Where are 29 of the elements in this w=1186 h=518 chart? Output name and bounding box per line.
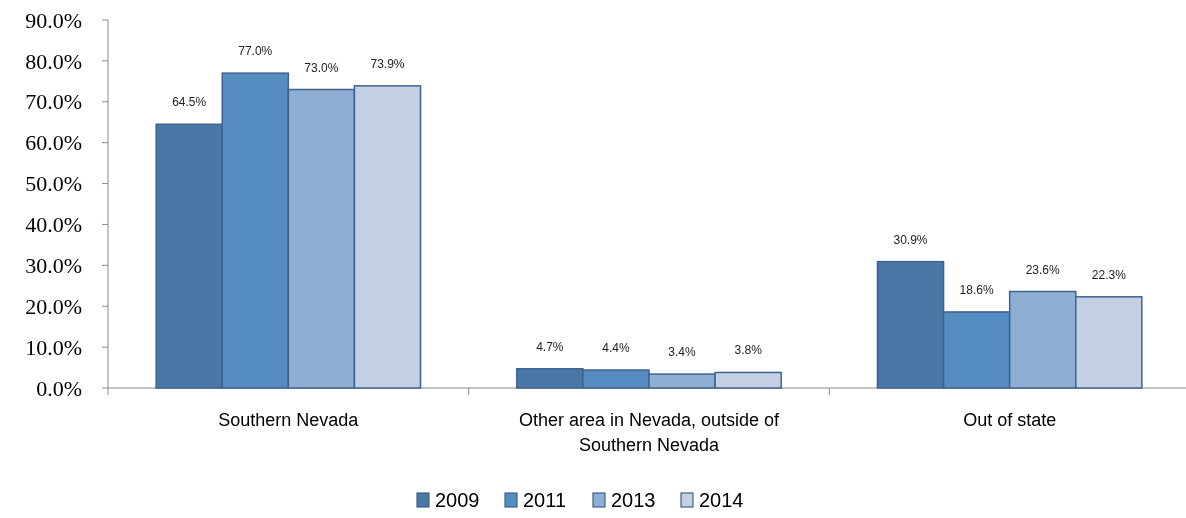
data-label: 23.6%	[1025, 262, 1061, 277]
x-tick-label: Other area in Nevada, outside of Southern Nevada	[518, 410, 781, 455]
data-label: 3.4%	[668, 345, 697, 360]
legend-label: 2009	[435, 489, 480, 511]
legend-label: 2014	[699, 489, 744, 511]
data-label: 73.9%	[370, 56, 405, 71]
y-tick-label: 30.0%	[25, 253, 82, 279]
data-label: 4.4%	[602, 341, 630, 356]
legend-label: 2013	[611, 489, 656, 511]
data-label: 64.5%	[172, 95, 207, 110]
y-tick-label: 80.0%	[25, 48, 82, 74]
data-label: 30.9%	[893, 232, 928, 247]
y-tick-label: 10.0%	[25, 334, 82, 360]
y-tick-label: 20.0%	[25, 293, 82, 319]
y-tick-label: 90.0%	[25, 7, 82, 33]
y-tick-label: 60.0%	[25, 130, 82, 156]
legend-label: 2011	[523, 489, 567, 511]
y-tick-label: 70.0%	[25, 89, 82, 115]
data-label: 73.0%	[304, 60, 339, 75]
y-tick-label: 40.0%	[25, 212, 82, 238]
x-tick-label: Southern Nevada	[218, 410, 360, 430]
data-label: 3.8%	[734, 343, 763, 358]
y-tick-label: 50.0%	[25, 171, 82, 197]
data-label: 18.6%	[959, 282, 994, 297]
x-tick-label: Out of state	[963, 410, 1057, 430]
y-tick-label: 0.0%	[36, 375, 82, 401]
data-label: 22.3%	[1091, 267, 1127, 282]
data-label: 77.0%	[238, 44, 273, 59]
data-label: 4.7%	[536, 339, 564, 354]
